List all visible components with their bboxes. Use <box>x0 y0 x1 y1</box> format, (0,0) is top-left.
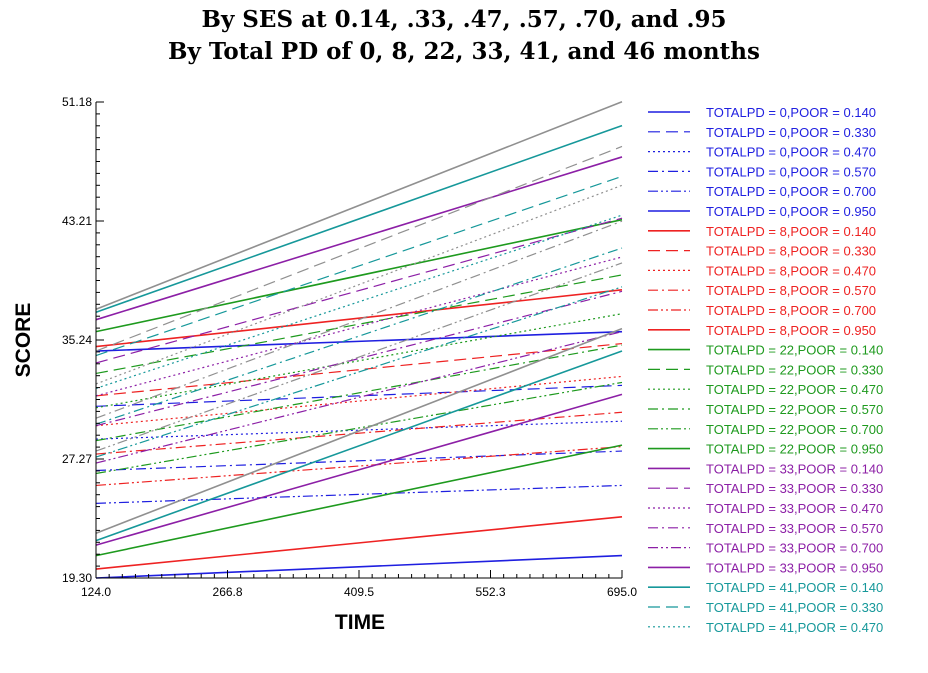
x-tick-label: 409.5 <box>344 585 374 599</box>
series-line <box>95 444 623 557</box>
series-line <box>95 381 623 475</box>
series-line <box>95 411 623 455</box>
legend-entry-label: TOTALPD = 33,POOR = 0.700 <box>706 541 883 556</box>
legend-entry-label: TOTALPD = 8,POOR = 0.330 <box>706 244 876 259</box>
series-line <box>95 375 623 427</box>
legend-entry-label: TOTALPD = 22,POOR = 0.950 <box>706 442 883 457</box>
series-line <box>95 262 623 452</box>
series-line <box>95 184 623 385</box>
legend-entry-label: TOTALPD = 33,POOR = 0.570 <box>706 521 883 536</box>
series-line <box>95 344 623 442</box>
legend-entry-label: TOTALPD = 22,POOR = 0.570 <box>706 402 883 417</box>
legend-entry-label: TOTALPD = 0,POOR = 0.700 <box>706 184 876 199</box>
axes: 19.30 27.27 35.24 43.21 51.18 124.0 266.8 409.5… <box>62 95 637 599</box>
y-tick-label: 27.27 <box>62 452 92 466</box>
series-line <box>95 286 623 458</box>
series-line <box>95 313 623 409</box>
series-line <box>95 515 623 570</box>
legend-entry-label: TOTALPD = 33,POOR = 0.140 <box>706 461 883 476</box>
legend-entry-label: TOTALPD = 8,POOR = 0.570 <box>706 283 876 298</box>
y-tick-label: 35.24 <box>62 333 92 347</box>
legend-entry-label: TOTALPD = 8,POOR = 0.700 <box>706 303 876 318</box>
series-line <box>95 247 623 425</box>
series-line <box>95 450 623 472</box>
chart-subtitle: By Total PD of 0, 8, 22, 33, 41, and 46 … <box>168 38 760 65</box>
y-tick-label: 51.18 <box>62 95 92 109</box>
series-line <box>95 217 623 364</box>
series-line <box>95 218 623 333</box>
legend-entry-label: TOTALPD = 41,POOR = 0.330 <box>706 600 883 615</box>
series-line <box>95 350 623 542</box>
legend-entry-label: TOTALPD = 0,POOR = 0.140 <box>706 105 876 120</box>
legend-entry-label: TOTALPD = 0,POOR = 0.330 <box>706 125 876 140</box>
legend-entry-label: TOTALPD = 8,POOR = 0.470 <box>706 263 876 278</box>
series-line <box>95 289 623 348</box>
legend-entry-label: TOTALPD = 22,POOR = 0.330 <box>706 362 883 377</box>
series-line <box>95 124 623 313</box>
legend-entry-label: TOTALPD = 22,POOR = 0.140 <box>706 343 883 358</box>
chart-title: By SES at 0.14, .33, .47, .57, .70, and … <box>201 6 727 33</box>
series-line <box>95 554 623 579</box>
series-line <box>95 330 623 352</box>
series-line <box>95 484 623 504</box>
legend-entry-label: TOTALPD = 0,POOR = 0.470 <box>706 145 876 160</box>
legend-entry-label: TOTALPD = 0,POOR = 0.950 <box>706 204 876 219</box>
legend-entry-label: TOTALPD = 33,POOR = 0.330 <box>706 481 883 496</box>
x-tick-label: 552.3 <box>476 585 506 599</box>
legend: TOTALPD = 0,POOR = 0.140 TOTALPD = 0,POOR… <box>648 105 883 635</box>
legend-entry-label: TOTALPD = 8,POOR = 0.950 <box>706 323 876 338</box>
y-tick-label: 19.30 <box>62 571 92 585</box>
legend-entry-label: TOTALPD = 22,POOR = 0.700 <box>706 422 883 437</box>
series-line <box>95 384 623 407</box>
y-axis-label: SCORE <box>12 303 35 378</box>
legend-entry-label: TOTALPD = 0,POOR = 0.570 <box>706 164 876 179</box>
series-line <box>95 100 623 310</box>
series-lines <box>95 100 623 579</box>
series-line <box>95 220 623 419</box>
series-line <box>95 446 623 487</box>
x-tick-label: 124.0 <box>81 585 111 599</box>
legend-entry-label: TOTALPD = 41,POOR = 0.140 <box>706 580 883 595</box>
series-line <box>95 393 623 546</box>
x-tick-label: 695.0 <box>607 585 637 599</box>
legend-entry-label: TOTALPD = 22,POOR = 0.470 <box>706 382 883 397</box>
legend-entry-label: TOTALPD = 41,POOR = 0.470 <box>706 620 883 635</box>
legend-entry-label: TOTALPD = 33,POOR = 0.950 <box>706 560 883 575</box>
x-tick-label: 266.8 <box>213 585 243 599</box>
x-axis-label: TIME <box>335 611 385 634</box>
series-line <box>95 156 623 321</box>
series-line <box>95 342 623 397</box>
series-line <box>95 331 623 464</box>
series-line <box>95 145 623 352</box>
series-line <box>95 175 623 357</box>
series-line <box>95 214 623 389</box>
series-line <box>95 256 623 397</box>
y-tick-label: 43.21 <box>62 214 92 228</box>
legend-entry-label: TOTALPD = 33,POOR = 0.470 <box>706 501 883 516</box>
series-line <box>95 327 623 534</box>
legend-entry-label: TOTALPD = 8,POOR = 0.140 <box>706 224 876 239</box>
